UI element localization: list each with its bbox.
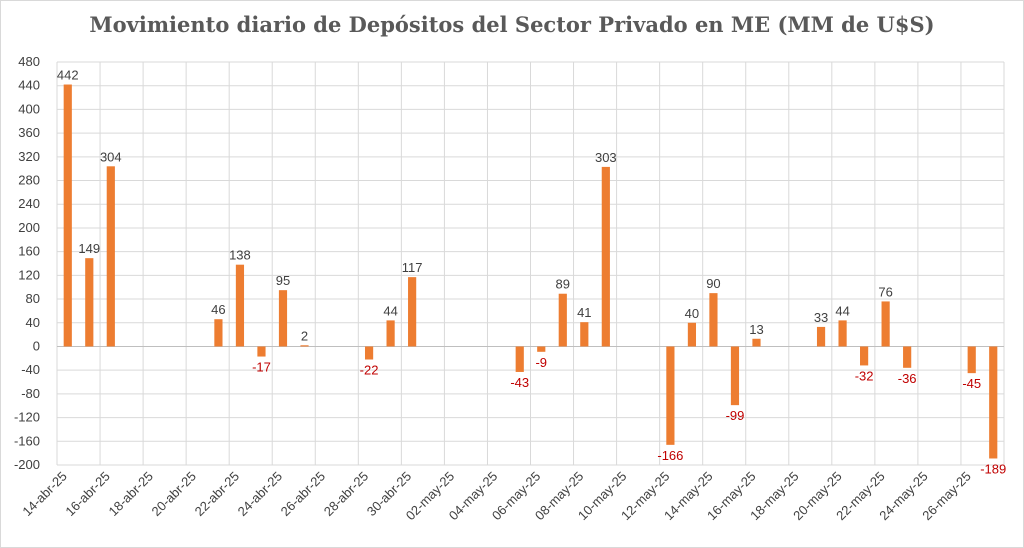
bar-09-may-25 xyxy=(601,166,610,347)
data-label-22-abr-25: 138 xyxy=(229,248,251,263)
data-label-28-abr-25: -22 xyxy=(360,363,379,378)
bar-14-may-25 xyxy=(709,293,718,347)
y-tick-label: 80 xyxy=(26,291,40,306)
y-tick-label: 160 xyxy=(18,244,40,259)
data-label-21-may-25: -32 xyxy=(855,368,874,383)
bar-07-may-25 xyxy=(558,293,567,347)
data-label-07-may-25: 89 xyxy=(556,277,570,292)
bar-24-abr-25 xyxy=(278,290,288,347)
data-label-05-may-25: -43 xyxy=(510,375,529,390)
data-label-25-abr-25: 2 xyxy=(301,328,308,343)
data-label-08-may-25: 41 xyxy=(577,305,591,320)
data-label-15-may-25: -99 xyxy=(726,408,745,423)
y-tick-label: 400 xyxy=(18,101,40,116)
data-label-19-may-25: 33 xyxy=(814,310,828,325)
x-tick-label: 14-abr-25 xyxy=(19,469,69,519)
bar-23-abr-25 xyxy=(257,346,266,357)
data-label-21-abr-25: 46 xyxy=(211,302,225,317)
chart-title: Movimiento diario de Depósitos del Secto… xyxy=(89,12,935,37)
x-tick-label: 16-abr-25 xyxy=(62,469,112,519)
y-tick-label: 440 xyxy=(18,78,40,93)
data-label-16-abr-25: 304 xyxy=(100,149,122,164)
bar-14-abr-25 xyxy=(63,84,72,347)
data-label-24-abr-25: 95 xyxy=(276,273,290,288)
y-tick-label: 360 xyxy=(18,125,40,140)
data-label-22-may-25: 76 xyxy=(878,284,892,299)
data-label-26-may-25: -45 xyxy=(962,376,981,391)
y-tick-label: -200 xyxy=(14,457,40,472)
bar-21-abr-25 xyxy=(214,319,223,347)
bar-22-may-25 xyxy=(881,301,890,347)
bar-20-may-25 xyxy=(838,320,847,347)
data-label-15-abr-25: 149 xyxy=(78,241,100,256)
bar-15-may-25 xyxy=(730,346,740,406)
x-tick-label: 24-abr-25 xyxy=(235,469,285,519)
data-label-09-may-25: 303 xyxy=(595,150,617,165)
data-label-20-may-25: 44 xyxy=(835,303,849,318)
data-label-14-abr-25: 442 xyxy=(57,68,79,83)
y-tick-label: -120 xyxy=(14,410,40,425)
bar-15-abr-25 xyxy=(85,258,94,347)
bar-28-abr-25 xyxy=(364,346,374,360)
x-tick-label: 20-abr-25 xyxy=(149,469,199,519)
bar-06-may-25 xyxy=(537,346,546,352)
bar-27-may-25 xyxy=(989,346,998,459)
y-tick-label: -80 xyxy=(21,386,40,401)
y-tick-label: 320 xyxy=(18,149,40,164)
y-tick-label: 40 xyxy=(26,315,40,330)
y-tick-label: 0 xyxy=(33,338,40,353)
bar-25-abr-25 xyxy=(300,345,309,347)
bar-08-may-25 xyxy=(580,322,589,347)
bar-19-may-25 xyxy=(816,326,826,347)
y-tick-label: 280 xyxy=(18,173,40,188)
bar-22-abr-25 xyxy=(235,264,245,347)
data-label-23-may-25: -36 xyxy=(898,371,917,386)
bar-16-abr-25 xyxy=(106,166,115,347)
data-label-06-may-25: -9 xyxy=(535,355,547,370)
bar-29-abr-25 xyxy=(386,320,395,347)
x-tick-label: 22-abr-25 xyxy=(192,469,242,519)
y-tick-label: -160 xyxy=(14,433,40,448)
bar-16-may-25 xyxy=(752,338,761,347)
y-tick-label: 120 xyxy=(18,267,40,282)
bar-12-may-25 xyxy=(666,346,675,445)
y-tick-label: 480 xyxy=(18,54,40,69)
y-tick-label: -40 xyxy=(21,362,40,377)
bar-05-may-25 xyxy=(515,346,524,372)
data-label-29-abr-25: 44 xyxy=(383,303,397,318)
data-label-14-may-25: 90 xyxy=(706,276,720,291)
data-label-12-may-25: -166 xyxy=(657,448,683,463)
data-label-30-abr-25: 117 xyxy=(402,260,423,275)
data-label-13-may-25: 40 xyxy=(685,306,699,321)
bar-23-may-25 xyxy=(903,346,912,368)
y-tick-label: 240 xyxy=(18,196,40,211)
data-label-16-may-25: 13 xyxy=(749,322,763,337)
bar-30-abr-25 xyxy=(408,277,417,347)
x-tick-label: 28-abr-25 xyxy=(321,469,371,519)
bar-21-may-25 xyxy=(860,346,869,366)
bar-13-may-25 xyxy=(687,322,697,347)
x-tick-label: 18-abr-25 xyxy=(106,469,156,519)
data-label-23-abr-25: -17 xyxy=(252,360,271,375)
x-tick-label: 26-abr-25 xyxy=(278,469,328,519)
bar-26-may-25 xyxy=(967,346,976,374)
y-tick-label: 200 xyxy=(18,220,40,235)
data-label-27-may-25: -189 xyxy=(980,461,1006,476)
